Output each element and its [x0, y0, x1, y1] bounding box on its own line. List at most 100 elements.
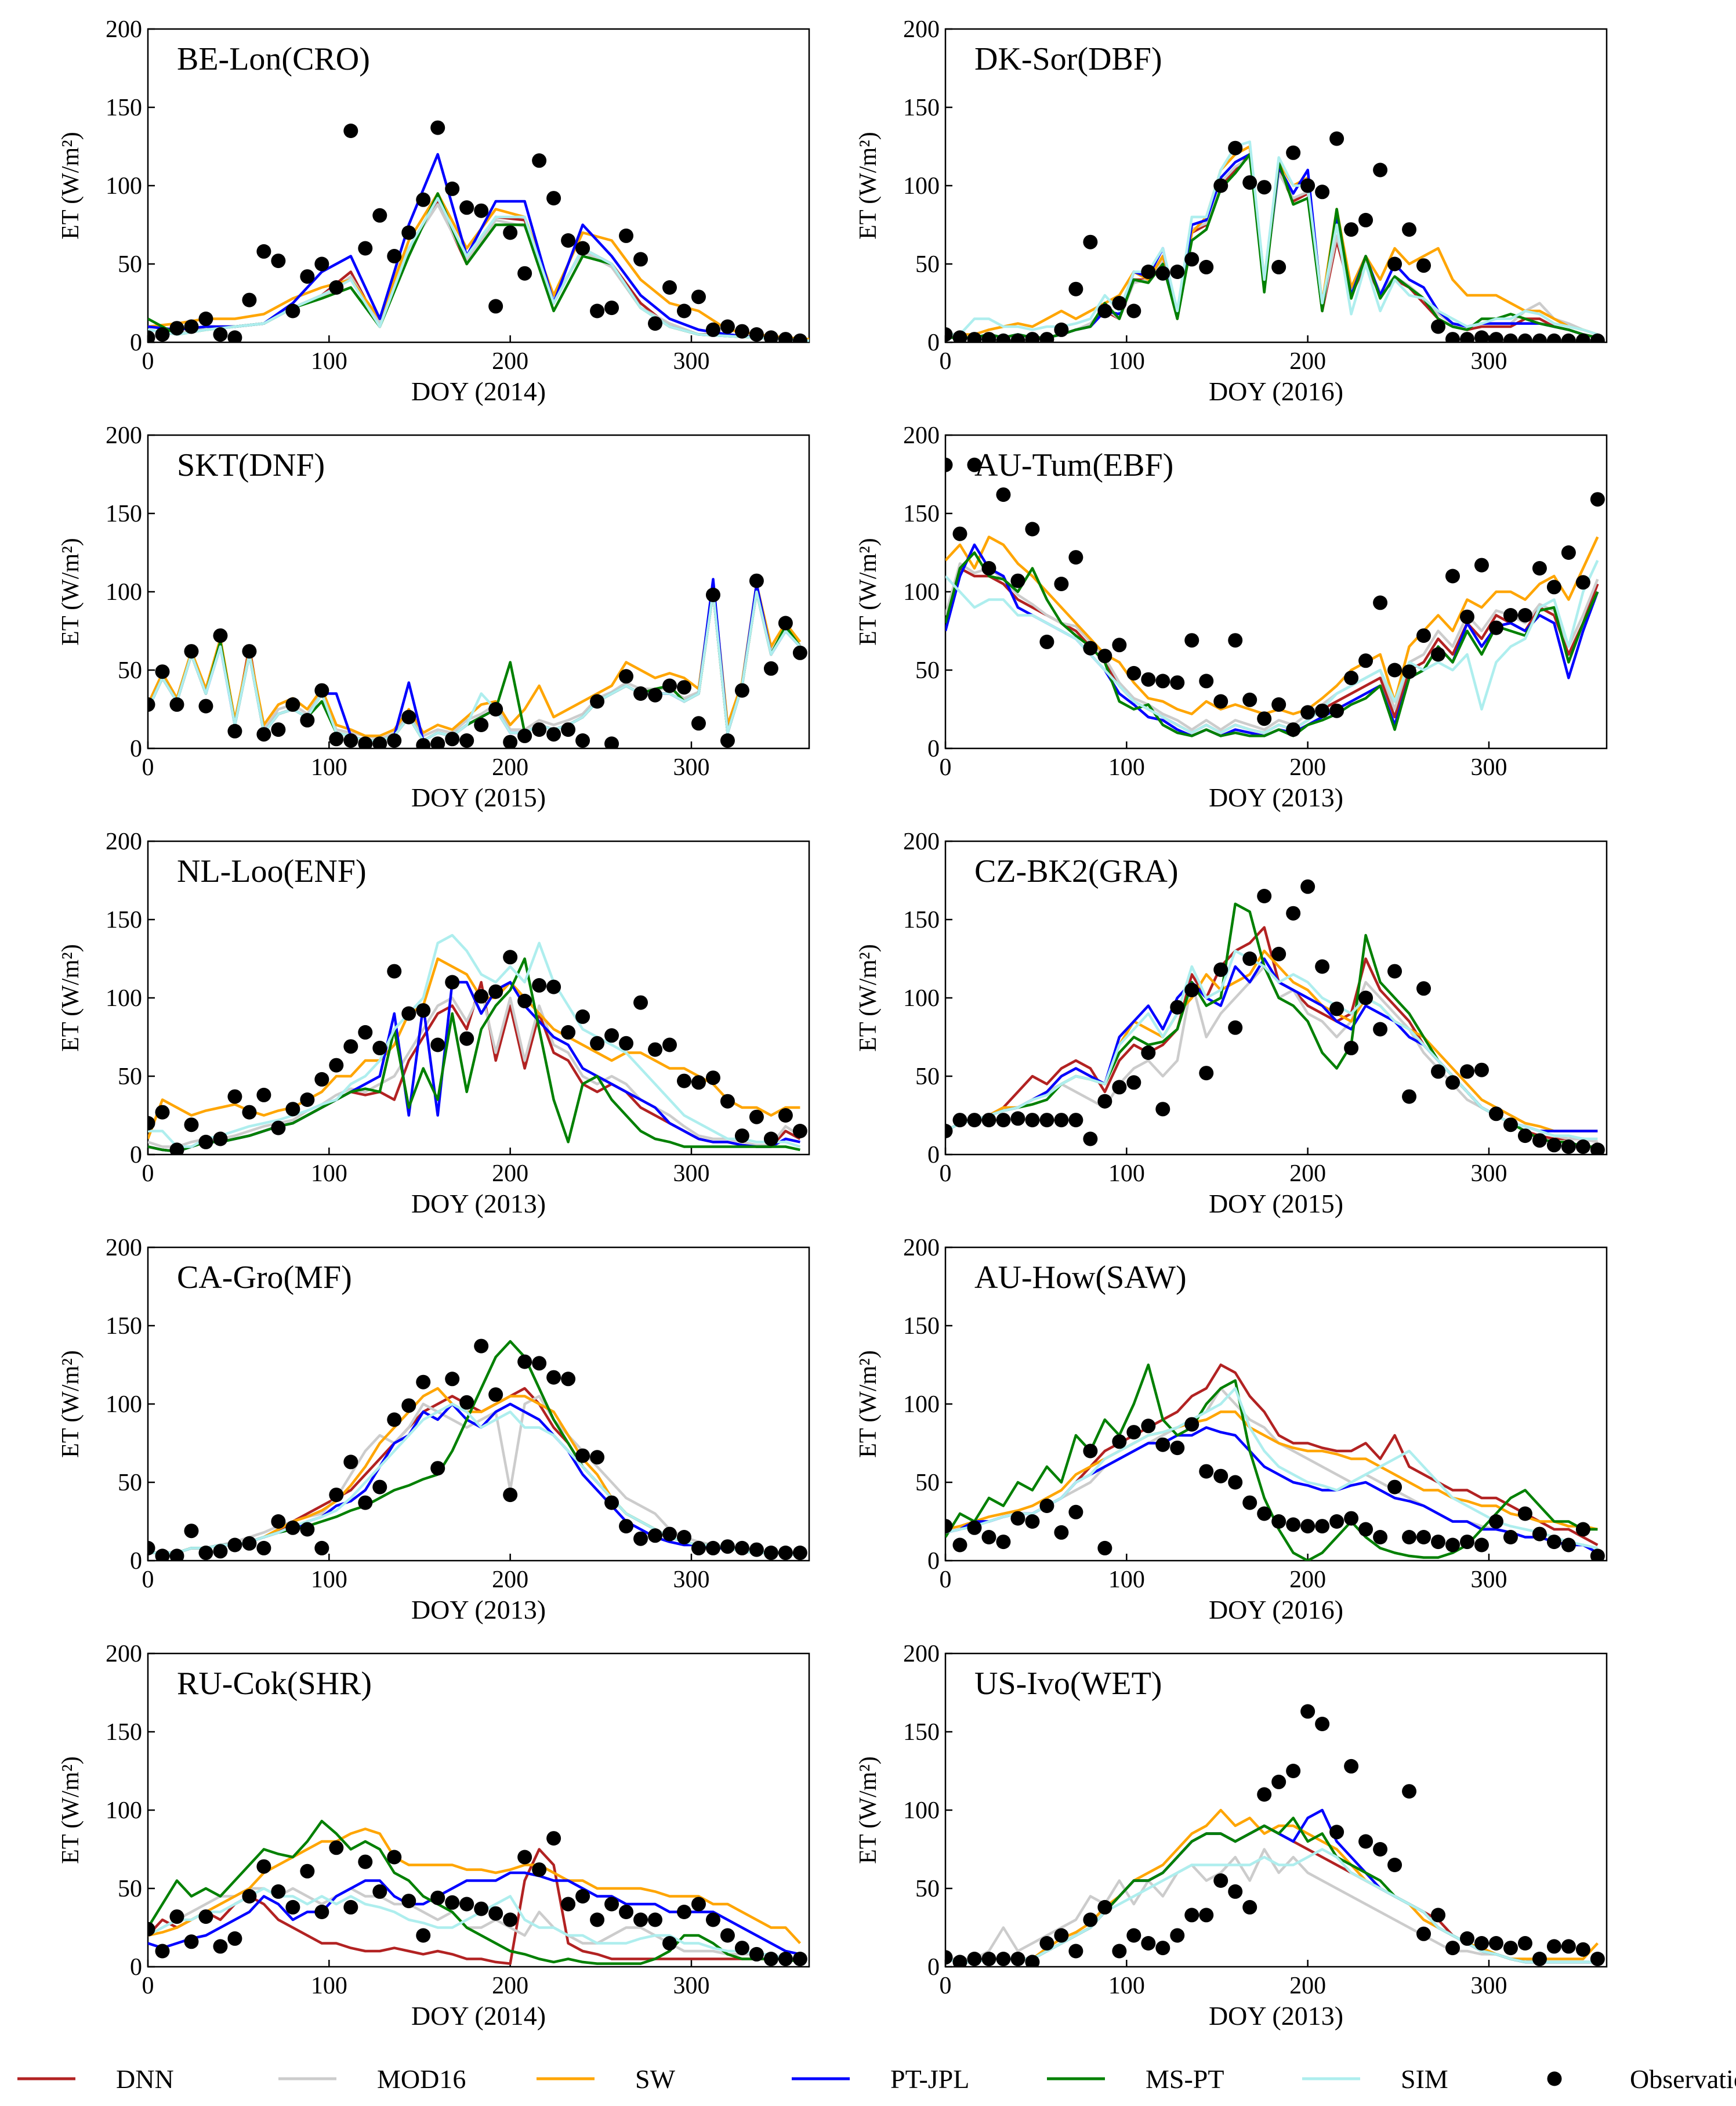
- observation-point: [517, 993, 532, 1008]
- observation-point: [1503, 1117, 1518, 1132]
- observation-point: [198, 1546, 213, 1560]
- observation-point: [1431, 1064, 1446, 1079]
- observation-point: [561, 1025, 576, 1040]
- observation-point: [1329, 1514, 1344, 1529]
- observation-point: [1126, 1075, 1141, 1090]
- observation-point: [503, 225, 518, 240]
- legend-marker: [1547, 2071, 1562, 2086]
- observation-point: [1228, 1020, 1243, 1035]
- observation-point: [503, 1912, 518, 1927]
- x-axis-label: DOY (2015): [411, 783, 546, 812]
- series-line-sim: [945, 560, 1599, 734]
- observation-point: [1532, 1133, 1547, 1148]
- observation-point: [213, 628, 228, 643]
- observation-point: [1155, 674, 1170, 689]
- observation-point: [358, 736, 373, 748]
- observation-point: [256, 1859, 271, 1874]
- x-tick-label: 300: [673, 1566, 709, 1593]
- observation-point: [1517, 1506, 1532, 1521]
- observation-point: [1460, 609, 1475, 624]
- panel-title: BE-Lon(CRO): [177, 41, 370, 77]
- observation-point: [705, 587, 720, 602]
- panel-title: SKT(DNF): [177, 447, 325, 483]
- observation-point: [1474, 558, 1489, 573]
- observation-point: [1488, 620, 1503, 635]
- observation-point: [1039, 1936, 1054, 1951]
- series-line-sim: [945, 1387, 1598, 1550]
- observation-point: [401, 1894, 416, 1909]
- observation-point: [532, 1356, 547, 1371]
- observation-point: [996, 1535, 1011, 1550]
- y-tick-label: 200: [903, 422, 940, 449]
- observation-point: [430, 1037, 445, 1052]
- observation-point: [401, 710, 416, 725]
- series-line-pt-jpl: [148, 1871, 800, 1956]
- observation-point: [1257, 180, 1272, 195]
- observation-point: [148, 1922, 155, 1937]
- observation-point: [691, 1075, 706, 1090]
- observation-point: [1488, 1514, 1503, 1529]
- y-tick-label: 150: [106, 1313, 142, 1340]
- x-axis-label: DOY (2014): [411, 2001, 546, 2031]
- observation-point: [285, 1899, 300, 1915]
- observation-point: [1300, 1704, 1315, 1719]
- observation-point: [169, 1548, 184, 1561]
- observation-point: [996, 1952, 1011, 1966]
- observation-point: [604, 1495, 619, 1510]
- observation-point: [763, 661, 778, 676]
- y-axis-label: ET (W/m²): [57, 944, 84, 1052]
- y-tick-label: 100: [903, 579, 940, 606]
- observation-point: [155, 1548, 170, 1561]
- observation-point: [792, 333, 807, 342]
- y-tick-label: 100: [903, 173, 940, 200]
- observation-point: [676, 1530, 691, 1544]
- observation-point: [546, 979, 561, 994]
- y-axis-label: ET (W/m²): [57, 1350, 84, 1458]
- x-axis-label: DOY (2013): [411, 1189, 546, 1218]
- observation-point: [1242, 175, 1257, 190]
- observation-point: [1358, 1522, 1373, 1537]
- observation-point: [952, 1537, 967, 1553]
- observation-point: [430, 120, 445, 135]
- observation-point: [1503, 1530, 1518, 1544]
- observation-point: [1402, 1784, 1417, 1799]
- y-tick-label: 0: [130, 1142, 142, 1168]
- observation-point: [1561, 1537, 1576, 1553]
- observation-point: [169, 1142, 184, 1155]
- observation-point: [1097, 1094, 1112, 1109]
- panel-title: CZ-BK2(GRA): [974, 853, 1179, 889]
- observation-point: [1358, 990, 1373, 1005]
- observation-point: [358, 1854, 373, 1869]
- x-tick-label: 200: [492, 348, 528, 375]
- observation-point: [1184, 252, 1199, 267]
- observation-point: [227, 723, 242, 739]
- x-tick-label: 0: [940, 754, 952, 781]
- observation-point: [1271, 1514, 1286, 1529]
- observation-point: [372, 1884, 387, 1899]
- observation-point: [1546, 1939, 1561, 1954]
- observation-point: [271, 1884, 286, 1899]
- observation-point: [1532, 561, 1547, 576]
- observation-point: [1039, 332, 1054, 342]
- observation-point: [1083, 1443, 1098, 1459]
- y-tick-label: 100: [106, 1797, 142, 1824]
- observation-point: [445, 1895, 460, 1910]
- x-tick-label: 200: [1289, 754, 1326, 781]
- observation-point: [1271, 259, 1286, 274]
- x-tick-label: 200: [492, 1566, 528, 1593]
- observation-point: [1213, 1468, 1228, 1483]
- observation-point: [1460, 1535, 1475, 1550]
- observation-point: [1155, 266, 1170, 281]
- observation-point: [1054, 577, 1069, 591]
- observation-point: [1039, 634, 1054, 649]
- panel-title: NL-Loo(ENF): [177, 853, 367, 889]
- series-line-mod16: [945, 562, 1599, 731]
- observation-point: [945, 1950, 953, 1965]
- observation-point: [1257, 1787, 1272, 1802]
- legend-label: MOD16: [377, 2064, 466, 2094]
- y-tick-label: 50: [915, 1063, 940, 1090]
- observation-point: [1141, 672, 1156, 687]
- observation-point: [184, 644, 199, 659]
